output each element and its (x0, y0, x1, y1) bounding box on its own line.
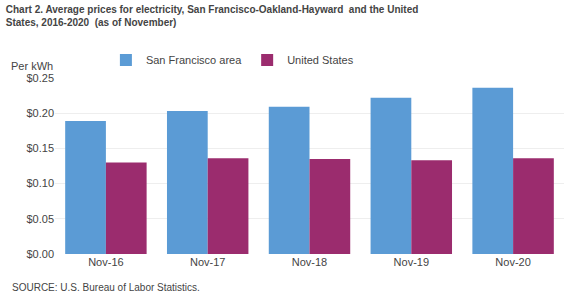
svg-text:Nov-19: Nov-19 (394, 256, 429, 268)
svg-text:Chart 2. Average prices for el: Chart 2. Average prices for electricity,… (6, 4, 419, 28)
svg-text:Nov-18: Nov-18 (292, 256, 327, 268)
svg-text:$0.25: $0.25 (26, 72, 54, 84)
svg-text:San Francisco area: San Francisco area (146, 54, 242, 66)
svg-text:$0.00: $0.00 (26, 248, 54, 260)
svg-text:Nov-20: Nov-20 (495, 256, 530, 268)
svg-text:$0.10: $0.10 (26, 177, 54, 189)
svg-text:$0.05: $0.05 (26, 213, 54, 225)
svg-text:United States: United States (287, 54, 354, 66)
svg-text:SOURCE: U.S. Bureau of Labor S: SOURCE: U.S. Bureau of Labor Statistics. (12, 282, 200, 293)
svg-text:Nov-17: Nov-17 (190, 256, 225, 268)
svg-text:Per kWh: Per kWh (11, 60, 53, 72)
svg-text:Nov-16: Nov-16 (88, 256, 123, 268)
svg-text:$0.20: $0.20 (26, 107, 54, 119)
svg-text:$0.15: $0.15 (26, 142, 54, 154)
